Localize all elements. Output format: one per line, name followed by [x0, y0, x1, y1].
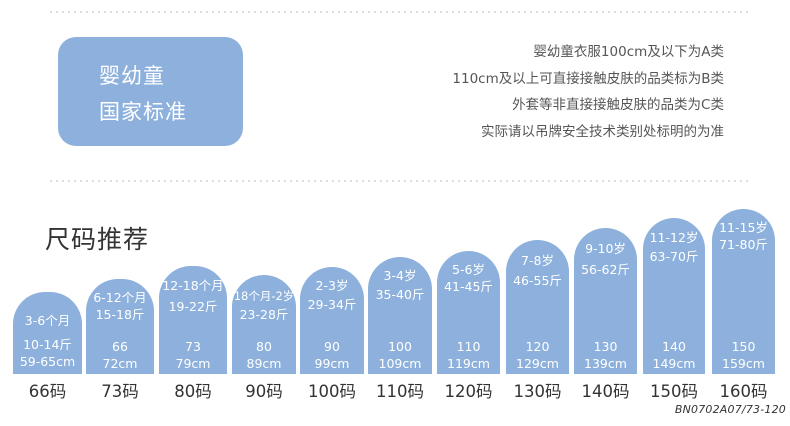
weight-range: 46-55斤 [513, 273, 562, 288]
age-range: 3-4岁 [383, 268, 417, 283]
weight-range: 15-18斤 [95, 307, 145, 322]
size-pillar: 7-8岁 46-55斤 120 129cm [506, 240, 569, 374]
top-divider [48, 11, 748, 13]
size-pillar: 3-6个月 10-14斤 59-65cm [13, 292, 82, 374]
size-pillar: 12-18个月 19-22斤 73 79cm [159, 266, 227, 374]
height-max: 119cm [447, 356, 490, 371]
height-max: 139cm [584, 356, 627, 371]
size-label: 66码 [28, 382, 67, 401]
size-pillar: 18个月-2岁 23-28斤 80 89cm [232, 275, 296, 374]
weight-range: 41-45斤 [444, 279, 493, 294]
weight-range: 63-70斤 [649, 249, 699, 264]
age-range: 2-3岁 [315, 278, 349, 293]
size-label: 100码 [308, 382, 356, 401]
height-min: 140 [662, 339, 686, 354]
size-pillar: 2-3岁 29-34斤 90 99cm [300, 267, 364, 374]
weight-range: 35-40斤 [375, 287, 425, 302]
height-min: 110 [456, 339, 481, 354]
size-pillar: 11-12岁 63-70斤 140 149cm [643, 218, 705, 374]
badge-line-1: 婴幼童 [99, 64, 165, 88]
age-range: 5-6岁 [452, 262, 485, 277]
height-max: 79cm [175, 356, 211, 371]
badge-line-2: 国家标准 [99, 100, 187, 124]
size-label: 80码 [174, 382, 212, 401]
height-max: 99cm [314, 356, 350, 371]
height-max: 109cm [378, 356, 422, 371]
size-label: 120码 [444, 382, 493, 401]
product-code: BN0702A07/73-120 [674, 403, 786, 416]
age-range: 3-6个月 [24, 313, 71, 328]
size-label: 160码 [719, 382, 768, 401]
age-range: 7-8岁 [521, 253, 554, 268]
middle-divider [48, 180, 748, 182]
weight-range: 71-80斤 [719, 237, 768, 252]
age-range: 6-12个月 [93, 290, 147, 305]
height-range: 59-65cm [19, 354, 76, 369]
age-range: 11-12岁 [649, 230, 699, 245]
height-min: 120 [525, 339, 550, 354]
note-line: 110cm及以上可直接接触皮肤的品类标为B类 [452, 70, 724, 87]
weight-range: 19-22斤 [168, 299, 218, 314]
standard-badge: 婴幼童 国家标准 [58, 37, 243, 146]
size-pillar: 9-10岁 56-62斤 130 139cm [574, 228, 637, 374]
size-pillar: 3-4岁 35-40斤 100 109cm [368, 257, 432, 374]
size-label: 140码 [581, 382, 630, 401]
height-min: 150 [731, 339, 756, 354]
age-range: 11-15岁 [719, 220, 768, 235]
height-min: 100 [388, 339, 412, 354]
size-label: 90码 [245, 382, 283, 401]
height-min: 73 [185, 339, 201, 354]
weight-range: 56-62斤 [581, 262, 630, 277]
section-title: 尺码推荐 [45, 225, 150, 254]
size-pillar: 11-15岁 71-80斤 150 159cm [712, 209, 775, 374]
size-label: 73码 [101, 382, 139, 401]
height-max: 159cm [722, 356, 765, 371]
size-label: 130码 [513, 382, 562, 401]
classification-notes: 婴幼童衣服100cm及以下为A类 110cm及以上可直接接触皮肤的品类标为B类 … [452, 39, 724, 145]
height-min: 90 [324, 339, 340, 354]
weight-range: 23-28斤 [239, 307, 289, 322]
height-max: 129cm [516, 356, 559, 371]
age-range: 12-18个月 [162, 278, 224, 293]
height-max: 89cm [246, 356, 282, 371]
note-line: 实际请以吊牌安全技术类别处标明的为准 [481, 123, 724, 140]
height-min: 130 [593, 339, 618, 354]
height-min: 80 [256, 339, 272, 354]
weight-range: 29-34斤 [307, 297, 357, 312]
weight-range: 10-14斤 [23, 337, 72, 352]
size-pillar: 6-12个月 15-18斤 66 72cm [86, 279, 154, 374]
age-range: 9-10岁 [585, 241, 626, 256]
note-line: 婴幼童衣服100cm及以下为A类 [533, 44, 724, 60]
height-max: 149cm [652, 356, 696, 371]
note-line: 外套等非直接接触皮肤的品类为C类 [512, 97, 724, 113]
age-range: 18个月-2岁 [233, 289, 295, 303]
size-label: 110码 [376, 382, 424, 401]
height-max: 72cm [102, 356, 138, 371]
size-label: 150码 [650, 382, 698, 401]
height-min: 66 [112, 339, 128, 354]
size-pillar: 5-6岁 41-45斤 110 119cm [437, 251, 500, 374]
